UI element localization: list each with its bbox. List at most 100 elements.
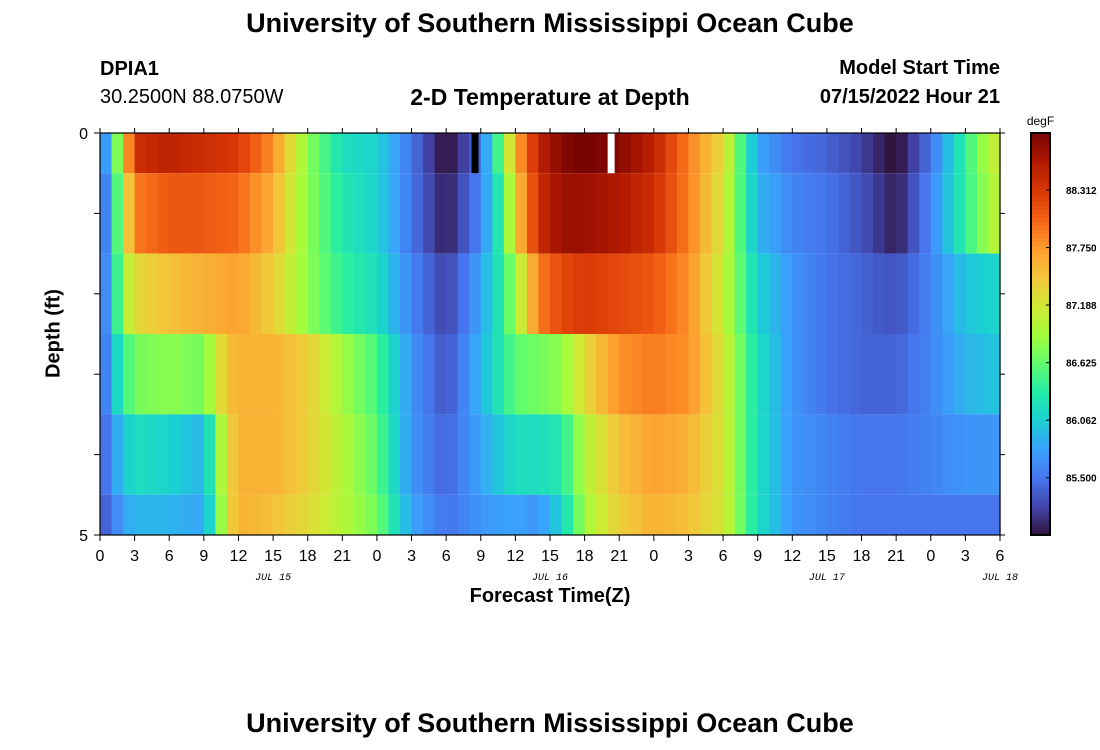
heatmap-cell (238, 334, 251, 415)
heatmap-cell (203, 334, 216, 415)
model-start-value: 07/15/2022 Hour 21 (819, 86, 1000, 108)
heatmap-cell (169, 133, 182, 174)
heatmap-cell (757, 334, 770, 415)
heatmap-cell (826, 173, 840, 254)
heatmap-cell (907, 173, 920, 254)
heatmap-cell (988, 133, 1001, 174)
heatmap-cell (642, 253, 655, 334)
heatmap-cell (769, 133, 782, 174)
heatmap-cell (746, 414, 759, 495)
heatmap-cell (734, 494, 747, 535)
heatmap-cell (665, 414, 678, 495)
heatmap-cell (815, 334, 828, 415)
heatmap-cell (965, 133, 978, 174)
heatmap-cell (169, 253, 182, 334)
heatmap-cell (907, 334, 920, 415)
colorbar-segment (1031, 486, 1050, 492)
heatmap-cell (284, 253, 297, 334)
heatmap-cell (688, 253, 701, 334)
heatmap-cell (873, 173, 886, 254)
x-tick-label: 9 (753, 548, 762, 565)
heatmap-cell (711, 133, 724, 174)
heatmap-cell (353, 494, 366, 535)
heatmap-cell (238, 133, 251, 174)
heatmap-cell (953, 494, 966, 535)
heatmap-cell (665, 494, 678, 535)
colorbar-tick-label: 85.500 (1066, 474, 1097, 485)
heatmap-cell (896, 253, 909, 334)
heatmap-cell (550, 173, 563, 254)
heatmap-cell (815, 253, 828, 334)
x-tick-label: 18 (576, 548, 594, 565)
heatmap-cell (734, 414, 747, 495)
heatmap-cell (273, 334, 286, 415)
heatmap-cell (607, 334, 620, 415)
heatmap-cell (596, 414, 609, 495)
colorbar-segment (1031, 474, 1050, 480)
heatmap-cell (942, 334, 955, 415)
heatmap-cell (619, 334, 632, 415)
heatmap-cell (642, 334, 655, 415)
heatmap-cell (457, 173, 470, 254)
heatmap-cell (111, 494, 124, 535)
heatmap-cell (850, 334, 863, 415)
heatmap-cell (180, 494, 193, 535)
heatmap-cell (700, 334, 713, 415)
heatmap-cell (457, 253, 470, 334)
heatmap-cell (769, 414, 782, 495)
heatmap-cell (330, 414, 343, 495)
extreme-markers (471, 133, 615, 174)
heatmap-cell (273, 253, 286, 334)
heatmap-cell (953, 334, 966, 415)
heatmap-cell (907, 414, 920, 495)
heatmap-cell (907, 494, 920, 535)
colorbar-tick-label: 86.062 (1066, 416, 1097, 427)
heatmap-cell (573, 414, 586, 495)
heatmap-cell (815, 494, 828, 535)
colorbar-segment (1031, 334, 1050, 339)
colorbar-segment (1031, 410, 1050, 415)
heatmap-cell (700, 173, 713, 254)
heatmap-cell (930, 414, 943, 495)
heatmap-cell (307, 133, 320, 174)
colorbar-segment (1031, 237, 1050, 243)
heatmap-cell (446, 334, 459, 415)
heatmap-cell (192, 414, 205, 495)
heatmap-cell (238, 253, 251, 334)
heatmap-cell (180, 133, 193, 174)
heatmap-cell (780, 133, 793, 174)
heatmap-cell (619, 173, 632, 254)
heatmap-cell (780, 334, 793, 415)
colorbar-segment (1031, 213, 1050, 219)
heatmap-cell (203, 173, 216, 254)
heatmap-cell (250, 133, 263, 174)
heatmap-cell (596, 253, 609, 334)
heatmap-cell (446, 133, 459, 174)
colorbar-segment (1031, 253, 1050, 259)
heatmap-cell (965, 253, 978, 334)
heatmap-cell (838, 494, 851, 535)
colorbar-segment (1031, 446, 1050, 452)
colorbar-segment (1031, 317, 1050, 323)
heatmap-cell (861, 334, 874, 415)
colorbar-segment (1031, 406, 1050, 411)
heatmap-cell (480, 414, 493, 495)
heatmap-cell (665, 133, 678, 174)
heatmap-cell (596, 133, 609, 174)
heatmap-cell (861, 414, 874, 495)
heatmap-cell (423, 173, 436, 254)
colorbar-segment (1031, 137, 1050, 142)
heatmap-cell (850, 173, 863, 254)
heatmap-cell (803, 173, 816, 254)
x-tick-label: 21 (887, 548, 905, 565)
heatmap-cell (492, 133, 505, 174)
heatmap-cell (434, 414, 447, 495)
heatmap-cell (134, 334, 147, 415)
heatmap-cell (203, 494, 216, 535)
heatmap-cell (850, 253, 863, 334)
heatmap-cell (942, 133, 955, 174)
heatmap-cell (780, 414, 793, 495)
heatmap-cell (619, 494, 632, 535)
heatmap-cell (307, 494, 320, 535)
